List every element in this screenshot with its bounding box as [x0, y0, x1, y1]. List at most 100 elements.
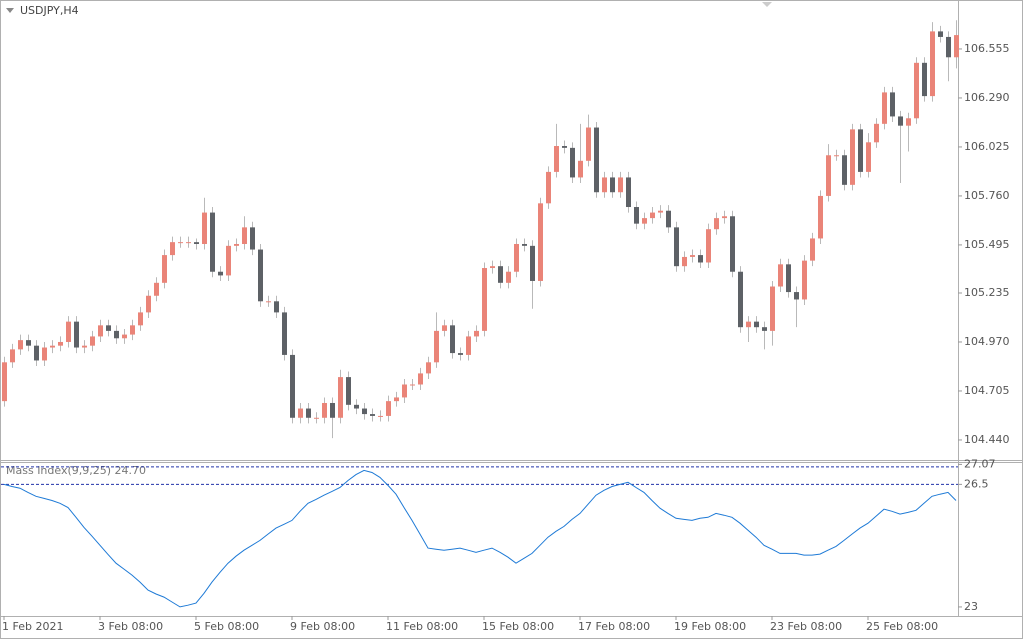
candle-body: [794, 292, 799, 300]
x-tick-label: 25 Feb 08:00: [866, 620, 938, 633]
candle-body: [538, 203, 543, 281]
candle-body: [306, 408, 311, 418]
candle-body: [506, 271, 511, 283]
x-tick-label: 9 Feb 08:00: [290, 620, 355, 633]
y-tick-label: 104.440: [964, 433, 1010, 446]
y-tick-label: 104.970: [964, 335, 1010, 348]
candle-body: [602, 177, 607, 193]
x-tick-label: 15 Feb 08:00: [482, 620, 554, 633]
candle-body: [866, 142, 871, 172]
candle-body: [418, 373, 423, 385]
y-tick-label: 26.5: [964, 477, 989, 490]
candle-body: [658, 210, 663, 213]
shift-marker: [762, 2, 772, 7]
candle-body: [282, 312, 287, 355]
candle-body: [818, 195, 823, 239]
y-tick-label: 23: [964, 600, 978, 613]
candle-body: [914, 62, 919, 119]
candle-body: [354, 404, 359, 409]
candle-body: [858, 129, 863, 172]
candle-body: [554, 146, 559, 172]
indicator-line: [3, 469, 957, 608]
candle-body: [10, 349, 15, 363]
candle-body: [514, 243, 519, 272]
candle-body: [226, 245, 231, 276]
candle-body: [234, 243, 239, 246]
candle-body: [466, 336, 471, 355]
y-tick-label: 105.760: [964, 189, 1010, 202]
y-tick-label: 106.555: [964, 42, 1010, 55]
candle-body: [826, 155, 831, 196]
candle-body: [706, 229, 711, 263]
candle-body: [730, 216, 735, 272]
candle-body: [618, 177, 623, 193]
chart-title: USDJPY,H4: [20, 4, 79, 17]
candle-body: [546, 171, 551, 204]
candle-body: [634, 207, 639, 224]
candle-body: [850, 129, 855, 185]
candle-body: [906, 118, 911, 126]
candle-body: [802, 260, 807, 300]
candle-body: [770, 286, 775, 331]
candle-body: [202, 212, 207, 244]
candle-body: [90, 336, 95, 346]
x-tick-label: 19 Feb 08:00: [674, 620, 746, 633]
candle-body: [274, 301, 279, 313]
candle-body: [330, 402, 335, 418]
candle-body: [34, 345, 39, 361]
candle-body: [954, 35, 959, 58]
candle-body: [682, 256, 687, 267]
candle-body: [130, 325, 135, 335]
y-tick-label: 104.705: [964, 384, 1010, 397]
candle-body: [474, 330, 479, 337]
candle-body: [426, 362, 431, 374]
candle-body: [50, 345, 55, 348]
candle-body: [714, 218, 719, 230]
candle-body: [738, 271, 743, 328]
candle-body: [258, 249, 263, 302]
candle-body: [746, 321, 751, 328]
candle-body: [338, 377, 343, 418]
candle-body: [58, 341, 63, 346]
candle-body: [138, 312, 143, 326]
candle-body: [450, 325, 455, 354]
candle-body: [322, 402, 327, 418]
candle-body: [314, 417, 319, 419]
candle-body: [2, 362, 7, 402]
candle-body: [922, 62, 927, 97]
candle-body: [186, 242, 191, 244]
candle-body: [434, 330, 439, 363]
candle-body: [874, 123, 879, 143]
candle-body: [106, 325, 111, 331]
candle-body: [410, 384, 415, 386]
candle-body: [930, 31, 935, 97]
candle-body: [490, 266, 495, 269]
candle-body: [122, 334, 127, 339]
x-tick-label: 11 Feb 08:00: [386, 620, 458, 633]
candle-body: [178, 242, 183, 244]
candle-body: [66, 321, 71, 342]
candle-body: [394, 397, 399, 402]
candle-body: [938, 31, 943, 37]
candle-body: [162, 255, 167, 283]
candle-body: [834, 155, 839, 157]
candle-body: [690, 255, 695, 257]
x-tick-label: 3 Feb 08:00: [98, 620, 163, 633]
x-tick-label: 5 Feb 08:00: [194, 620, 259, 633]
candle-body: [898, 116, 903, 126]
candle-body: [698, 255, 703, 263]
candle-body: [650, 212, 655, 219]
candle-body: [530, 245, 535, 281]
candle-body: [210, 212, 215, 272]
candle-body: [522, 243, 527, 246]
collapse-arrow: [6, 8, 14, 13]
candle-body: [26, 340, 31, 346]
candle-body: [82, 345, 87, 348]
candle-body: [386, 401, 391, 416]
candle-body: [578, 160, 583, 178]
candle-body: [242, 227, 247, 244]
candle-body: [762, 327, 767, 331]
candle-body: [218, 271, 223, 276]
